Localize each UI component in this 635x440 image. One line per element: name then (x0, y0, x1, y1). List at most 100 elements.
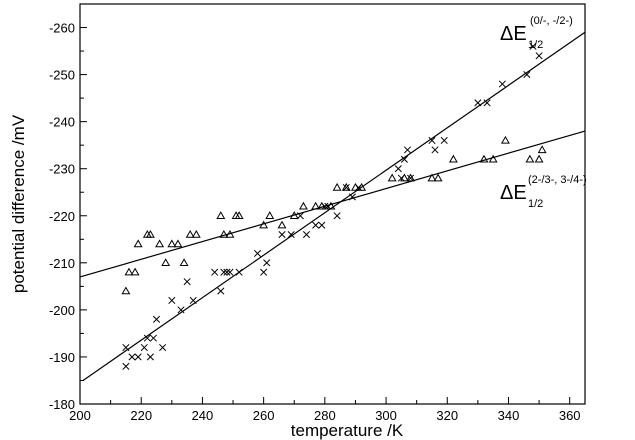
x-marker-point (333, 212, 341, 220)
x-marker-point (217, 287, 225, 295)
x-marker-point (483, 99, 491, 107)
triangle-marker-point (225, 229, 235, 238)
triangle-marker-point (289, 211, 299, 219)
annotation-2-main: ΔE (500, 182, 527, 204)
annotation-2-superscript: (2-/3-, 3-/4-) (528, 174, 587, 186)
x-marker-point (535, 52, 543, 60)
triangle-marker-point (433, 173, 443, 182)
triangle-marker-point (350, 182, 360, 191)
x-marker-point (400, 155, 408, 163)
x-tick-label: 240 (192, 408, 214, 423)
triangle-marker-point (216, 211, 226, 219)
x-marker-point (189, 296, 197, 305)
x-tick-label: 320 (436, 408, 458, 423)
triangle-marker-point (317, 201, 327, 210)
x-tick-label: 300 (375, 408, 397, 423)
triangle-marker-point (399, 173, 409, 182)
x-marker-point (342, 183, 350, 192)
x-marker-point (152, 315, 161, 323)
x-marker-point (523, 71, 531, 79)
triangle-marker-point (155, 239, 165, 248)
x-tick-label: 260 (253, 408, 275, 423)
triangle-marker-point (332, 182, 342, 191)
plot-frame (79, 3, 586, 405)
y-tick-label: -190 (49, 350, 75, 365)
x-marker-point (318, 221, 326, 229)
triangle-marker-point (357, 182, 367, 191)
y-tick-label: -230 (49, 162, 75, 177)
x-axis-label: temperature /K (291, 421, 404, 440)
triangle-marker-point (427, 173, 437, 182)
x-marker-point (348, 193, 356, 201)
x-marker-point (149, 334, 158, 342)
triangle-marker-point (179, 258, 189, 267)
x-marker-point (431, 146, 439, 154)
x-tick-label: 200 (69, 408, 91, 423)
triangle-marker-point (265, 211, 275, 219)
x-marker-point (134, 353, 142, 361)
x-marker-point (128, 353, 136, 361)
y-tick-label: -240 (49, 115, 75, 130)
x-marker-point (302, 231, 311, 239)
triangle-marker-point (298, 201, 308, 210)
fit-line-2 (79, 130, 586, 278)
x-marker-point (143, 334, 151, 342)
x-marker-point (211, 268, 219, 276)
annotation-1: ΔE (0/-, -/2-) 1/2 (500, 15, 573, 51)
triangle-marker-point (185, 229, 195, 238)
x-tick-label: 340 (498, 408, 520, 423)
triangle-marker-point (145, 229, 155, 238)
x-marker-point (287, 231, 295, 239)
triangle-marker-point (387, 173, 397, 182)
x-marker-point (159, 343, 167, 352)
y-tick-label: -260 (49, 21, 75, 36)
x-marker-point (140, 343, 148, 352)
x-marker-point (529, 42, 537, 50)
triangle-marker-point (537, 145, 547, 154)
x-marker-point (440, 136, 448, 145)
triangle-marker-point (133, 239, 143, 248)
triangle-marker-point (234, 211, 244, 219)
x-marker-point (403, 146, 412, 154)
triangle-marker-point (311, 201, 321, 210)
x-marker-point (498, 80, 506, 88)
triangle-marker-point (173, 239, 183, 248)
x-marker-point (226, 268, 234, 276)
annotation-1-subscript: 1/2 (528, 39, 543, 51)
triangle-marker-point (130, 267, 140, 276)
x-tick-label: 220 (130, 408, 152, 423)
y-tick-label: -220 (49, 209, 75, 224)
x-marker-point (223, 268, 231, 276)
triangle-marker-point (121, 286, 131, 295)
x-tick-label: 360 (559, 408, 581, 423)
ticks: 200 220 240 260 280 300 320 340 360 -180 -190 -200 -… (49, 21, 581, 423)
data-points (121, 42, 547, 370)
triangle-marker-point (448, 154, 458, 163)
x-marker-point (220, 268, 228, 276)
x-marker-point (235, 268, 243, 276)
x-marker-point (394, 165, 402, 173)
triangle-marker-point (191, 229, 201, 238)
y-tick-label: -210 (49, 256, 75, 271)
x-marker-point (253, 249, 262, 257)
x-marker-point (146, 353, 154, 361)
triangle-marker-point (488, 154, 498, 163)
x-marker-point (428, 136, 436, 145)
x-marker-point (168, 296, 176, 305)
fit-lines (79, 31, 586, 381)
triangle-marker-point (534, 154, 544, 163)
triangle-marker-point (259, 220, 269, 229)
x-marker-point (296, 212, 304, 220)
y-tick-label: -180 (49, 397, 75, 412)
triangle-marker-point (124, 267, 134, 276)
annotation-2: ΔE (2-/3-, 3-/4-) 1/2 (500, 174, 587, 210)
triangle-marker-point (479, 154, 489, 163)
triangle-marker-point (406, 173, 416, 182)
y-tick-label: -200 (49, 303, 75, 318)
x-marker-point (177, 306, 185, 314)
x-marker-point (122, 362, 130, 370)
x-marker-point (263, 259, 271, 267)
triangle-marker-point (161, 258, 171, 267)
y-tick-label: -250 (49, 68, 75, 83)
